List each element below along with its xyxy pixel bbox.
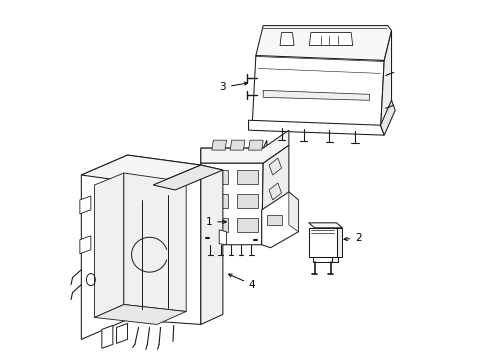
Text: 3: 3 [219, 82, 247, 93]
Polygon shape [102, 325, 113, 348]
Polygon shape [308, 223, 342, 228]
Polygon shape [211, 140, 226, 150]
Polygon shape [80, 196, 91, 214]
Polygon shape [280, 32, 293, 45]
Polygon shape [380, 100, 394, 135]
Polygon shape [219, 230, 226, 245]
Polygon shape [268, 158, 281, 175]
Polygon shape [236, 218, 258, 232]
Polygon shape [380, 31, 391, 130]
Polygon shape [261, 192, 298, 248]
Polygon shape [94, 305, 186, 324]
Polygon shape [236, 194, 258, 208]
Polygon shape [127, 155, 201, 324]
Polygon shape [201, 165, 223, 324]
Polygon shape [248, 120, 384, 135]
Polygon shape [268, 183, 281, 200]
Text: 2: 2 [344, 233, 361, 243]
Polygon shape [81, 155, 127, 339]
Polygon shape [248, 140, 263, 150]
Polygon shape [206, 194, 227, 208]
Polygon shape [80, 236, 91, 254]
Polygon shape [201, 140, 266, 163]
Polygon shape [206, 218, 227, 232]
Polygon shape [81, 155, 201, 185]
Polygon shape [261, 145, 288, 245]
Polygon shape [331, 257, 337, 262]
Text: 4: 4 [228, 274, 255, 289]
Polygon shape [94, 173, 123, 318]
Polygon shape [201, 163, 263, 245]
Polygon shape [288, 192, 298, 232]
Polygon shape [206, 170, 227, 184]
Polygon shape [312, 257, 331, 262]
Polygon shape [336, 228, 342, 257]
Polygon shape [255, 26, 391, 60]
Polygon shape [263, 90, 369, 100]
Polygon shape [230, 140, 244, 150]
Polygon shape [308, 228, 336, 257]
Polygon shape [123, 173, 186, 311]
Polygon shape [266, 215, 281, 225]
Polygon shape [268, 208, 281, 225]
Polygon shape [153, 165, 223, 190]
Polygon shape [201, 130, 288, 163]
Polygon shape [116, 323, 127, 343]
Polygon shape [252, 55, 384, 130]
Polygon shape [309, 32, 352, 45]
Text: 1: 1 [205, 217, 226, 227]
Polygon shape [236, 170, 258, 184]
